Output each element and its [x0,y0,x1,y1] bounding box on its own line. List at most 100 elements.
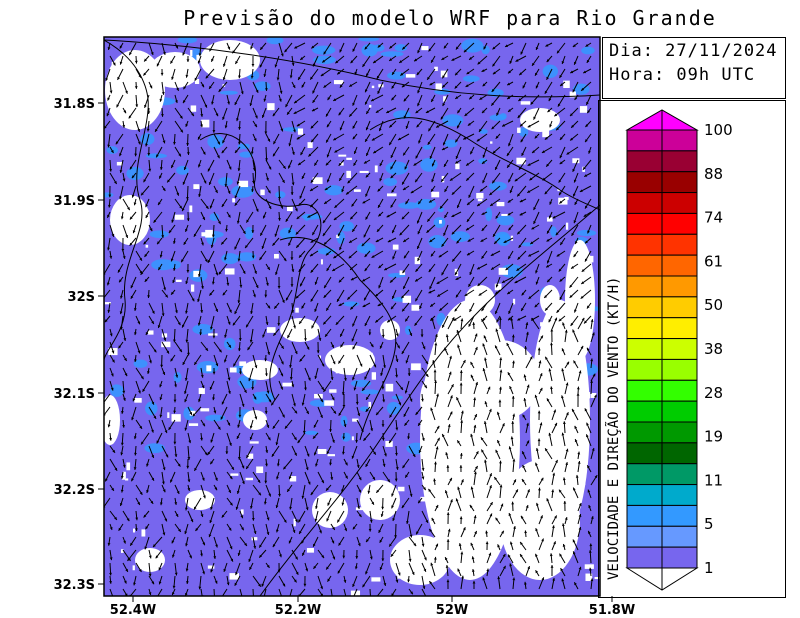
wind-arrow [572,551,579,564]
wind-arrow [278,250,287,262]
wind-arrow [317,354,325,367]
wind-arrow [351,198,358,207]
calm-speck [576,259,584,264]
wind-arrow [433,369,437,382]
wind-arrow [291,523,296,534]
wind-arrow [223,562,228,573]
wind-arrow [221,198,228,208]
wind-arrow [129,237,137,246]
wind-arrow [166,172,176,183]
wind-arrow [442,94,449,107]
wind-arrow [365,68,371,77]
calm-speck [439,219,442,224]
wind-arrow [343,523,348,532]
wind-arrow [134,523,138,532]
wind-arrow [264,471,268,484]
wind-arrow [586,55,592,64]
wind-arrow [350,55,358,64]
wind-arrow [458,543,462,551]
wind-arrow [395,354,399,363]
wind-arrow [291,263,295,273]
wind-arrow [520,42,527,55]
wind-arrow [426,224,436,234]
wind-arrow [143,55,150,62]
wind-arrow [213,107,219,117]
calm-speck [193,270,200,278]
wind-arrow [421,393,424,402]
calm-speck [572,158,580,164]
wind-arrow [200,471,205,481]
wind-arrow [342,549,346,559]
calm-speck [201,119,210,128]
wind-arrow [131,185,137,198]
wind-arrow [484,401,488,408]
wind-arrow [118,523,124,532]
wind-arrow [454,68,462,76]
wind-arrow [535,569,540,577]
wind-arrow [460,479,464,486]
wind-arrow [535,81,540,89]
wind-arrow [198,185,202,198]
wind-arrow [352,133,358,140]
wind-arrow [559,159,566,165]
wind-arrow [465,172,475,182]
wind-arrow [122,536,126,544]
speed-patch [237,252,257,262]
wind-arrow [525,331,529,343]
calm-area [104,395,120,445]
wind-arrow [309,250,319,257]
wind-arrow [473,471,477,486]
wind-arrow [534,133,540,139]
speed-patch [485,207,493,222]
wind-arrow [456,120,462,129]
colorbar-tick-label: 38 [704,340,723,358]
calm-speck [369,352,373,358]
wind-arrow [187,445,191,460]
wind-arrow [278,94,282,102]
wind-arrow [145,198,150,208]
wind-arrow [249,562,254,571]
wind-arrow [486,386,491,395]
wind-arrow [239,276,243,288]
wind-arrow [182,354,189,366]
wind-arrow [132,393,137,402]
speed-patch [239,151,253,158]
wind-arrow [417,497,423,504]
wind-arrow [261,575,267,587]
wind-arrow [538,577,545,590]
wind-arrow [355,393,359,405]
wind-arrow [252,107,258,119]
wind-arrow [313,445,319,456]
wind-arrow [250,302,254,315]
wind-arrow [107,94,111,101]
calm-speck [554,467,563,473]
wind-arrow [168,224,176,234]
colorbar-tick-label: 5 [704,515,714,533]
wind-arrow [133,458,137,470]
wind-arrow [184,419,189,431]
wind-arrow [364,367,371,380]
wind-arrow [107,198,111,208]
wind-arrow [469,504,475,512]
wind-arrow [381,497,385,510]
wind-arrow [174,120,184,133]
wind-arrow [577,451,581,460]
wind-arrow [339,81,345,88]
wind-arrow [457,486,462,499]
speed-patch [420,157,438,172]
wind-arrow [143,237,150,245]
wind-arrow [365,393,371,401]
wind-arrow [573,172,579,183]
wind-arrow [415,146,423,159]
wind-arrow [473,397,477,408]
wind-arrow [122,562,129,573]
wind-arrow [455,42,462,50]
wind-arrow [325,302,332,311]
calm-speck [229,573,240,580]
wind-arrow [265,523,270,536]
calm-speck [274,253,279,259]
wind-arrow [569,276,579,288]
speed-patch [581,46,595,55]
wind-arrow [148,224,153,232]
wind-arrow [410,185,423,194]
